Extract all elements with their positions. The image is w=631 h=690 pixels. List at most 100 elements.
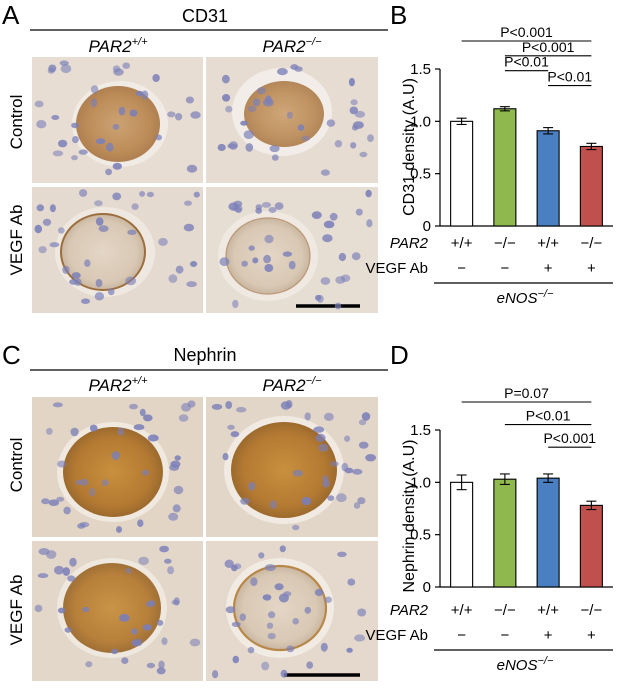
- nucleus-dot: [263, 254, 271, 264]
- nucleus-dot: [264, 264, 274, 272]
- nucleus-dot: [268, 207, 277, 213]
- nucleus-dot: [279, 545, 286, 553]
- nucleus-dot: [315, 433, 326, 442]
- nucleus-dot: [189, 638, 201, 647]
- nucleus-dot: [54, 565, 64, 575]
- nucleus-dot: [131, 203, 139, 211]
- significance-label: P<0.01: [504, 54, 549, 70]
- nucleus-dot: [267, 611, 276, 619]
- nucleus-dot: [318, 443, 329, 452]
- nucleus-dot: [69, 279, 79, 285]
- nucleus-dot: [111, 451, 120, 460]
- nucleus-dot: [57, 607, 66, 614]
- nucleus-dot: [231, 621, 241, 628]
- nucleus-dot: [178, 414, 189, 422]
- panel-a-row-vegf-label: VEGF Ab: [7, 205, 26, 276]
- nucleus-dot: [311, 211, 322, 220]
- nucleus-dot: [301, 496, 312, 506]
- panel-letter-b: B: [390, 0, 407, 30]
- nucleus-dot: [111, 648, 119, 655]
- nucleus-dot: [365, 189, 372, 198]
- error-bar: [543, 473, 554, 483]
- condition-par2-value: +/+: [537, 235, 559, 252]
- condition-vegf-value: +: [587, 260, 596, 277]
- panel-c-stain-title: Nephrin: [173, 345, 236, 365]
- nucleus-dot: [59, 60, 69, 66]
- nucleus-dot: [48, 499, 60, 507]
- nucleus-dot: [269, 145, 280, 153]
- nucleus-dot: [316, 294, 324, 303]
- nucleus-dot: [211, 403, 223, 410]
- nucleus-dot: [288, 260, 296, 270]
- nucleus-dot: [245, 143, 254, 152]
- nucleus-dot: [344, 467, 354, 474]
- nucleus-dot: [138, 556, 150, 566]
- y-tick-label: 1.5: [410, 422, 431, 439]
- nucleus-dot: [330, 461, 339, 467]
- nucleus-dot: [58, 227, 65, 234]
- nucleus-dot: [304, 606, 312, 614]
- nucleus-dot: [347, 578, 356, 586]
- nucleus-dot: [267, 632, 276, 640]
- nucleus-dot: [247, 105, 257, 113]
- nucleus-dot: [133, 424, 145, 431]
- nucleus-dot: [346, 647, 353, 653]
- nucleus-dot: [336, 493, 347, 503]
- nucleus-dot: [274, 202, 284, 210]
- nucleus-dot: [334, 302, 342, 310]
- nucleus-dot: [141, 469, 150, 476]
- nucleus-dot: [219, 257, 230, 267]
- nucleus-dot: [355, 208, 363, 216]
- nucleus-dot: [70, 427, 79, 437]
- error-bar: [499, 473, 510, 485]
- nucleus-dot: [79, 478, 89, 486]
- nucleus-dot: [322, 475, 329, 482]
- nucleus-dot: [338, 252, 347, 262]
- nucleus-dot: [320, 169, 330, 176]
- significance-label: P<0.01: [526, 408, 571, 424]
- nucleus-dot: [255, 207, 263, 214]
- nucleus-dot: [225, 105, 233, 113]
- nucleus-dot: [354, 110, 366, 118]
- nucleus-dot: [264, 564, 276, 572]
- panel-c-genotype-wt: PAR2+/+: [88, 375, 148, 395]
- nucleus-dot: [131, 639, 141, 647]
- nucleus-dot: [81, 298, 90, 305]
- bar: [579, 145, 603, 227]
- nucleus-dot: [228, 141, 238, 150]
- nucleus-dot: [351, 125, 359, 131]
- nucleus-dot: [353, 502, 361, 509]
- nuclei-layer: [34, 60, 376, 679]
- nucleus-dot: [139, 191, 146, 197]
- panel-b-conditions: PAR2 VEGF Ab eNOS−/− +/+ −/− +/+ −/− − − + +: [365, 235, 613, 307]
- nucleus-dot: [36, 120, 47, 129]
- significance-label: P<0.001: [500, 24, 553, 40]
- panel-d-background-label: eNOS−/−: [497, 655, 554, 674]
- nucleus-dot: [292, 524, 300, 531]
- nucleus-dot: [324, 412, 334, 421]
- nucleus-dot: [95, 279, 103, 288]
- nucleus-dot: [183, 223, 195, 232]
- y-tick-label: 0.5: [410, 166, 431, 183]
- nucleus-dot: [125, 567, 132, 574]
- panel-c-row-control-label: Control: [7, 438, 26, 493]
- panel-c: C Nephrin PAR2+/+ PAR2−/− Control VEGF A…: [2, 340, 388, 681]
- nucleus-dot: [232, 655, 240, 664]
- nucleus-dot: [112, 192, 122, 201]
- nucleus-dot: [34, 224, 43, 234]
- nucleus-dot: [158, 237, 168, 246]
- condition-vegf-value: −: [457, 260, 466, 277]
- condition-par2-value: −/−: [581, 602, 603, 619]
- nucleus-dot: [297, 124, 305, 131]
- nucleus-dot: [84, 259, 91, 268]
- panel-d-chart: D Nephrin density (A.U) 0 0.5 1.0 1.5 P=0.07…: [390, 340, 613, 596]
- nucleus-dot: [34, 100, 44, 108]
- error-bar: [456, 117, 467, 126]
- panel-c-row-vegf-label: VEGF Ab: [7, 575, 26, 646]
- nucleus-dot: [42, 218, 52, 226]
- nucleus-dot: [147, 600, 156, 606]
- nucleus-dot: [137, 519, 144, 527]
- nucleus-dot: [71, 155, 78, 161]
- nucleus-dot: [77, 523, 86, 529]
